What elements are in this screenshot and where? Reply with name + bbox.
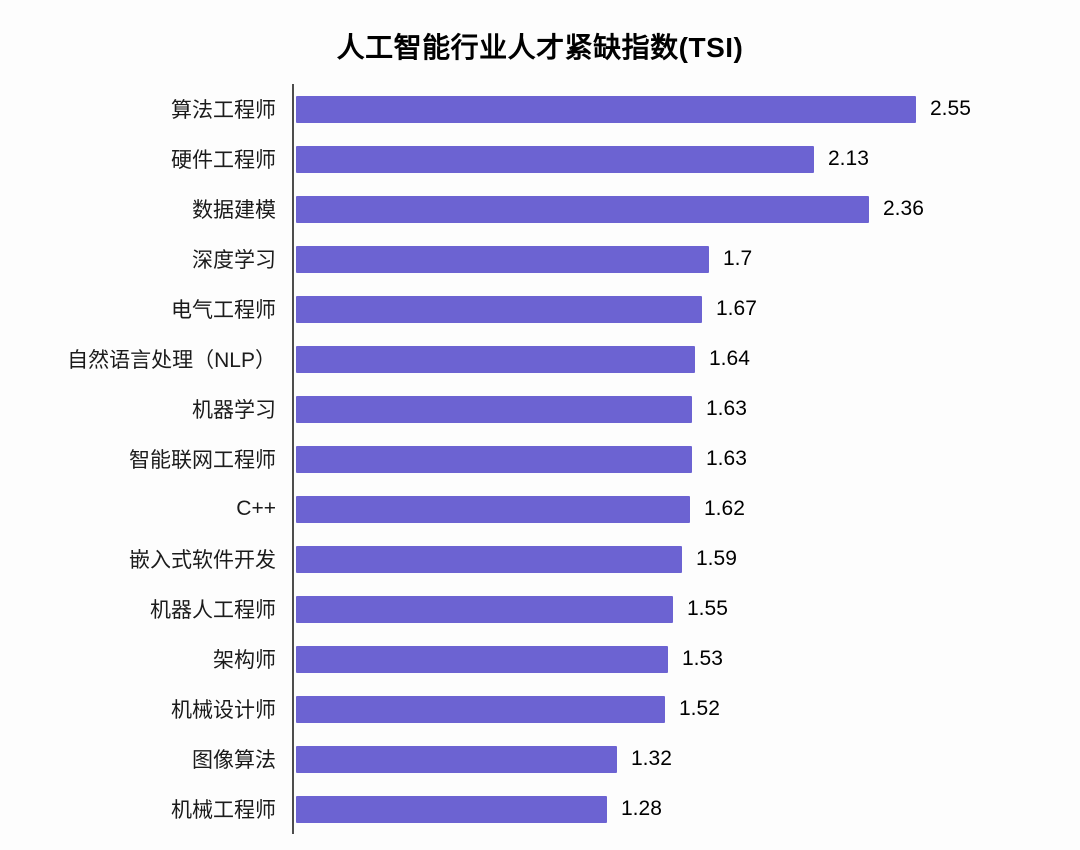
bar: [296, 445, 692, 473]
value-label: 1.52: [679, 697, 720, 720]
value-label: 1.55: [687, 597, 728, 620]
bar-row: 电气工程师 1.67: [0, 284, 1080, 334]
bar-row: 架构师 1.53: [0, 634, 1080, 684]
bar: [296, 195, 869, 223]
bar-row: 自然语言处理（NLP） 1.64: [0, 334, 1080, 384]
category-label: 机械工程师: [171, 799, 276, 822]
bar-area: 1.53: [292, 634, 1080, 684]
category-label: 机器人工程师: [150, 599, 276, 622]
bar-area: 1.64: [292, 334, 1080, 384]
bar-area: 1.67: [292, 284, 1080, 334]
category-label: 架构师: [213, 649, 276, 672]
value-label: 2.13: [828, 147, 869, 170]
value-label: 1.63: [706, 447, 747, 470]
value-label: 1.67: [716, 297, 757, 320]
bar: [296, 545, 682, 573]
bar: [296, 745, 617, 773]
value-label: 1.64: [709, 347, 750, 370]
bar-area: 1.63: [292, 384, 1080, 434]
bar-area: 1.63: [292, 434, 1080, 484]
bar-row: 数据建模 2.36: [0, 184, 1080, 234]
bar-row: 算法工程师 2.55: [0, 84, 1080, 134]
bar-area: 2.55: [292, 84, 1080, 134]
bar-row: 机械设计师 1.52: [0, 684, 1080, 734]
value-label: 1.63: [706, 397, 747, 420]
bar: [296, 145, 814, 173]
bar-area: 1.32: [292, 734, 1080, 784]
bar-row: 嵌入式软件开发 1.59: [0, 534, 1080, 584]
chart-rows: 算法工程师 2.55 硬件工程师 2.13 数据建模 2.36 深度学习 1.7 电气工程师 1.…: [0, 84, 1080, 834]
bar-area: 2.36: [292, 184, 1080, 234]
bar-area: 1.7: [292, 234, 1080, 284]
value-label: 2.36: [883, 197, 924, 220]
value-label: 1.53: [682, 647, 723, 670]
category-label: 硬件工程师: [171, 149, 276, 172]
category-label: 机器学习: [192, 399, 276, 422]
category-label: 图像算法: [192, 749, 276, 772]
category-label: 数据建模: [192, 199, 276, 222]
category-label: 智能联网工程师: [129, 449, 276, 472]
bar: [296, 245, 709, 273]
bar: [296, 345, 695, 373]
bar: [296, 495, 690, 523]
bar-row: 智能联网工程师 1.63: [0, 434, 1080, 484]
category-label: 算法工程师: [171, 99, 276, 122]
bar: [296, 645, 668, 673]
bar: [296, 795, 607, 823]
bar-row: 机械工程师 1.28: [0, 784, 1080, 834]
bar-row: 机器学习 1.63: [0, 384, 1080, 434]
bar-row: 机器人工程师 1.55: [0, 584, 1080, 634]
value-label: 2.55: [930, 97, 971, 120]
value-label: 1.32: [631, 747, 672, 770]
category-label: 自然语言处理（NLP）: [67, 349, 276, 372]
bar-area: 1.59: [292, 534, 1080, 584]
bar-area: 1.52: [292, 684, 1080, 734]
value-label: 1.59: [696, 547, 737, 570]
bar: [296, 595, 673, 623]
category-label: 嵌入式软件开发: [129, 549, 276, 572]
bar-area: 1.62: [292, 484, 1080, 534]
category-label: 深度学习: [192, 249, 276, 272]
category-label: C++: [236, 497, 276, 520]
bar-row: 图像算法 1.32: [0, 734, 1080, 784]
bar: [296, 295, 702, 323]
bar-area: 1.28: [292, 784, 1080, 834]
bar: [296, 695, 665, 723]
value-label: 1.28: [621, 797, 662, 820]
value-label: 1.7: [723, 247, 753, 270]
chart-title: 人工智能行业人才紧缺指数(TSI): [336, 32, 744, 63]
category-label: 机械设计师: [171, 699, 276, 722]
bar-row: C++ 1.62: [0, 484, 1080, 534]
value-label: 1.62: [704, 497, 745, 520]
bar-row: 深度学习 1.7: [0, 234, 1080, 284]
category-label: 电气工程师: [171, 299, 276, 322]
bar: [296, 95, 916, 123]
bar-row: 硬件工程师 2.13: [0, 134, 1080, 184]
bar-area: 2.13: [292, 134, 1080, 184]
bar: [296, 395, 692, 423]
bar-area: 1.55: [292, 584, 1080, 634]
